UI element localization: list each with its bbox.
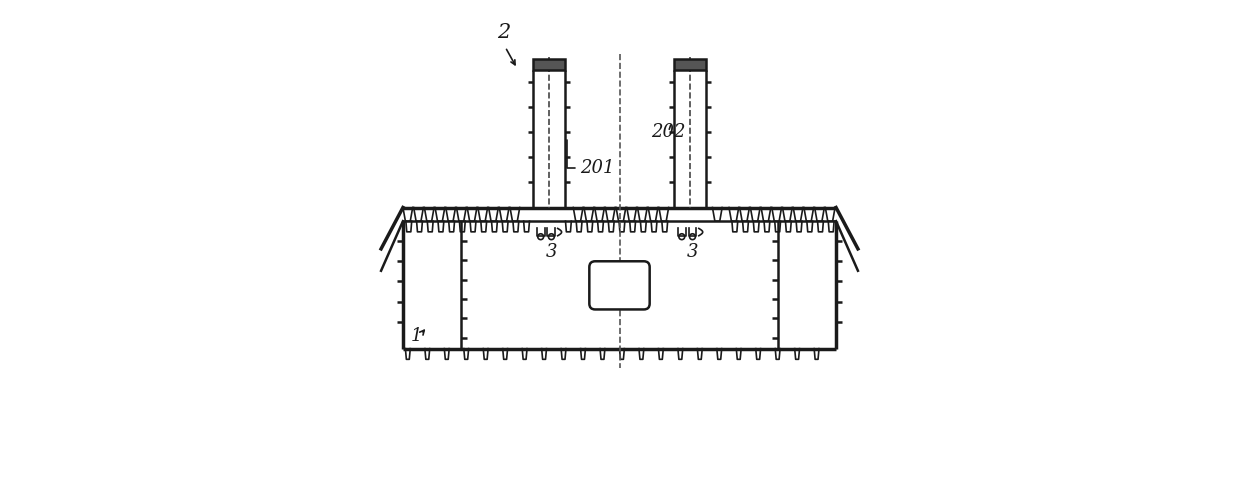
Bar <box>533 59 565 70</box>
Bar <box>674 59 706 70</box>
FancyBboxPatch shape <box>590 261 649 309</box>
Text: 3: 3 <box>545 243 558 261</box>
Text: 202: 202 <box>652 123 685 141</box>
Text: 3: 3 <box>686 243 699 261</box>
Text: 1: 1 <box>410 327 421 346</box>
Text: 201: 201 <box>567 140 615 178</box>
Text: 2: 2 <box>497 23 510 42</box>
